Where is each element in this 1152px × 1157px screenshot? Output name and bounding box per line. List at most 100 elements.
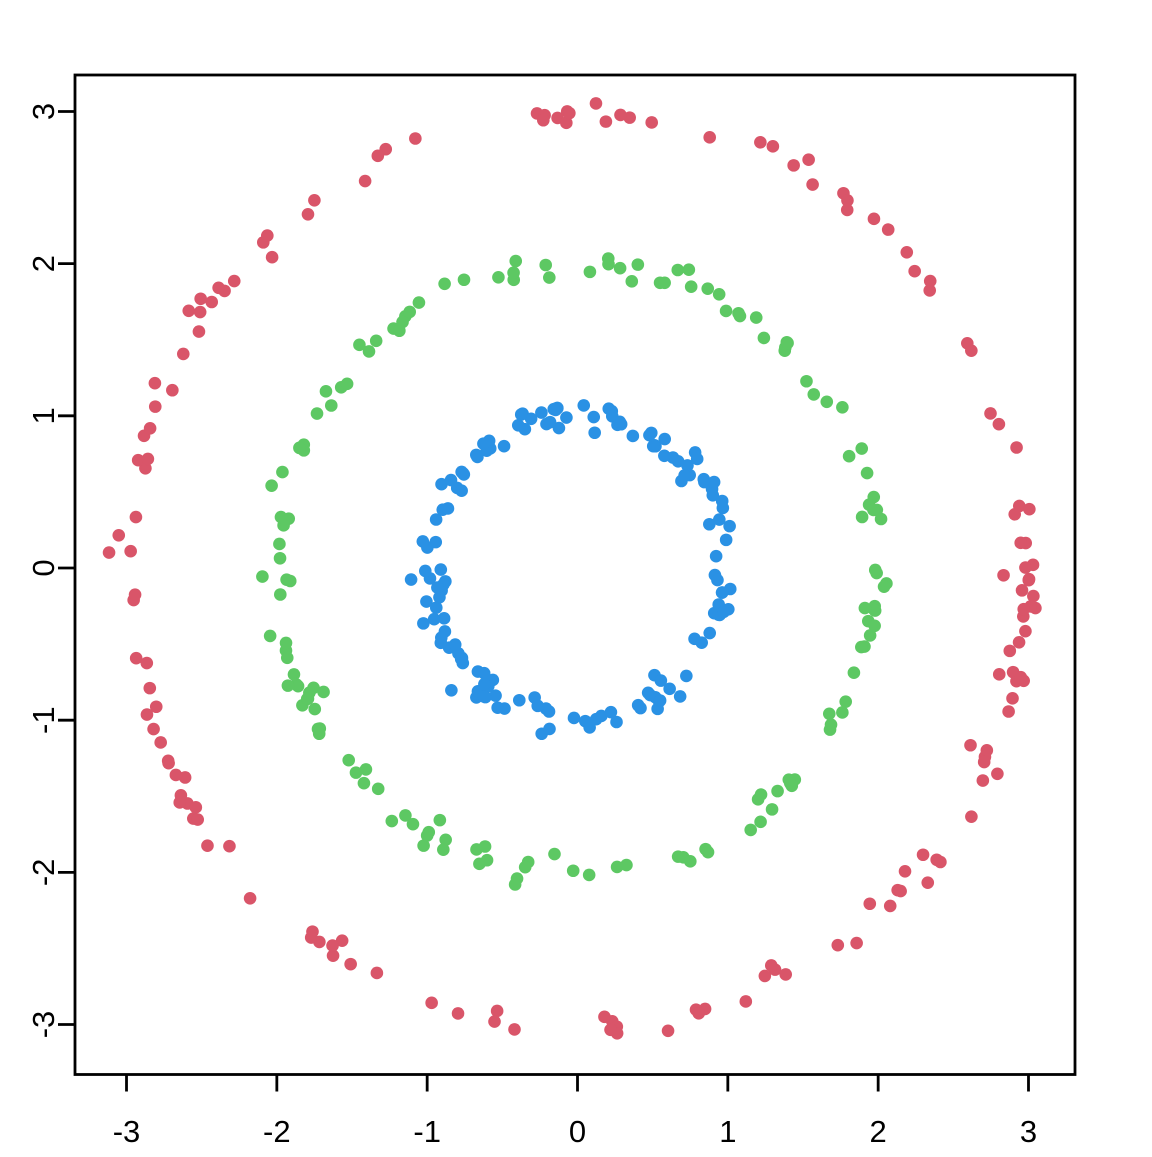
data-point-inner-ring: [471, 450, 484, 464]
data-point-outer-ring: [265, 250, 279, 264]
y-axis-tick-label: 3: [26, 103, 61, 120]
data-point-outer-ring: [898, 864, 912, 878]
data-point-outer-ring: [358, 174, 372, 188]
data-point-outer-ring: [980, 744, 994, 757]
data-point-outer-ring: [984, 407, 997, 420]
data-point-middle-ring: [369, 334, 383, 348]
data-point-inner-ring: [477, 437, 490, 451]
data-point-outer-ring: [1019, 561, 1032, 574]
data-point-outer-ring: [193, 305, 207, 319]
data-point-inner-ring: [587, 410, 601, 424]
data-point-outer-ring: [488, 1015, 501, 1028]
data-point-outer-ring: [900, 245, 914, 259]
data-point-outer-ring: [451, 1007, 465, 1020]
data-point-middle-ring: [420, 829, 434, 842]
data-point-outer-ring: [1006, 692, 1019, 705]
data-point-outer-ring: [223, 839, 236, 853]
data-point-outer-ring: [182, 304, 196, 318]
data-point-outer-ring: [992, 417, 1006, 431]
data-point-inner-ring: [654, 674, 668, 687]
data-point-inner-ring: [663, 682, 676, 696]
data-point-outer-ring: [140, 708, 154, 721]
data-point-outer-ring: [1014, 536, 1027, 550]
data-point-outer-ring: [863, 897, 877, 911]
data-point-middle-ring: [396, 315, 409, 329]
data-point-outer-ring: [335, 934, 349, 947]
data-point-inner-ring: [448, 638, 462, 651]
data-point-middle-ring: [319, 385, 333, 398]
data-point-middle-ring: [836, 706, 849, 719]
plot-frame: [73, 73, 1077, 1076]
data-point-middle-ring: [582, 868, 596, 882]
data-point-inner-ring: [688, 632, 701, 646]
data-point-outer-ring: [112, 528, 126, 542]
data-point-outer-ring: [923, 284, 937, 297]
data-point-middle-ring: [507, 266, 520, 280]
data-point-outer-ring: [850, 936, 863, 950]
data-point-middle-ring: [858, 601, 872, 615]
data-point-inner-ring: [444, 473, 458, 487]
data-point-outer-ring: [831, 938, 845, 952]
data-point-outer-ring: [894, 884, 907, 898]
y-axis-tick-label: -1: [26, 706, 61, 734]
data-point-outer-ring: [147, 722, 160, 736]
data-point-inner-ring: [418, 564, 432, 578]
data-point-outer-ring: [326, 949, 340, 962]
data-point-outer-ring: [739, 995, 753, 1008]
data-point-inner-ring: [658, 432, 672, 446]
data-point-outer-ring: [174, 789, 188, 802]
data-point-outer-ring: [692, 1007, 706, 1020]
data-point-middle-ring: [658, 276, 671, 290]
data-point-inner-ring: [588, 426, 601, 440]
data-point-middle-ring: [353, 338, 366, 352]
data-point-middle-ring: [281, 679, 295, 692]
x-axis-tick-label: 1: [719, 1114, 736, 1149]
data-point-outer-ring: [344, 957, 357, 971]
data-point-outer-ring: [787, 159, 800, 172]
data-point-inner-ring: [489, 689, 502, 702]
data-point-middle-ring: [403, 305, 417, 319]
data-point-inner-ring: [437, 612, 451, 625]
data-point-inner-ring: [552, 421, 566, 435]
data-point-inner-ring: [634, 701, 647, 715]
data-point-outer-ring: [703, 131, 717, 144]
data-point-outer-ring: [308, 194, 321, 207]
data-point-middle-ring: [265, 479, 278, 492]
data-point-outer-ring: [201, 839, 214, 853]
x-axis-tick-label: -3: [113, 1114, 141, 1149]
data-point-outer-ring: [205, 295, 219, 309]
data-point-outer-ring: [965, 344, 978, 357]
data-point-middle-ring: [855, 510, 869, 524]
data-point-outer-ring: [371, 149, 385, 163]
data-point-middle-ring: [274, 588, 287, 601]
data-point-outer-ring: [1015, 584, 1029, 597]
data-point-outer-ring: [149, 700, 163, 714]
data-point-middle-ring: [839, 695, 853, 708]
data-point-outer-ring: [301, 207, 315, 221]
data-point-middle-ring: [439, 833, 452, 847]
data-point-middle-ring: [855, 640, 868, 654]
data-point-inner-ring: [445, 683, 458, 697]
data-point-middle-ring: [312, 727, 326, 741]
data-point-inner-ring: [477, 690, 491, 703]
data-point-outer-ring: [425, 996, 438, 1010]
data-point-middle-ring: [324, 399, 338, 412]
data-point-inner-ring: [595, 709, 608, 723]
data-point-inner-ring: [719, 533, 733, 547]
data-point-outer-ring: [758, 969, 772, 983]
data-point-outer-ring: [128, 588, 142, 601]
data-point-inner-ring: [577, 399, 591, 412]
data-point-middle-ring: [836, 400, 849, 414]
data-point-middle-ring: [610, 860, 624, 874]
data-point-middle-ring: [509, 254, 523, 268]
data-point-middle-ring: [566, 864, 580, 878]
data-point-outer-ring: [194, 292, 207, 306]
data-point-inner-ring: [435, 477, 448, 491]
data-point-inner-ring: [658, 449, 671, 463]
data-point-middle-ring: [287, 668, 301, 681]
data-point-middle-ring: [847, 666, 861, 680]
data-point-inner-ring: [613, 415, 627, 429]
data-point-middle-ring: [473, 857, 486, 871]
data-point-middle-ring: [754, 815, 767, 829]
